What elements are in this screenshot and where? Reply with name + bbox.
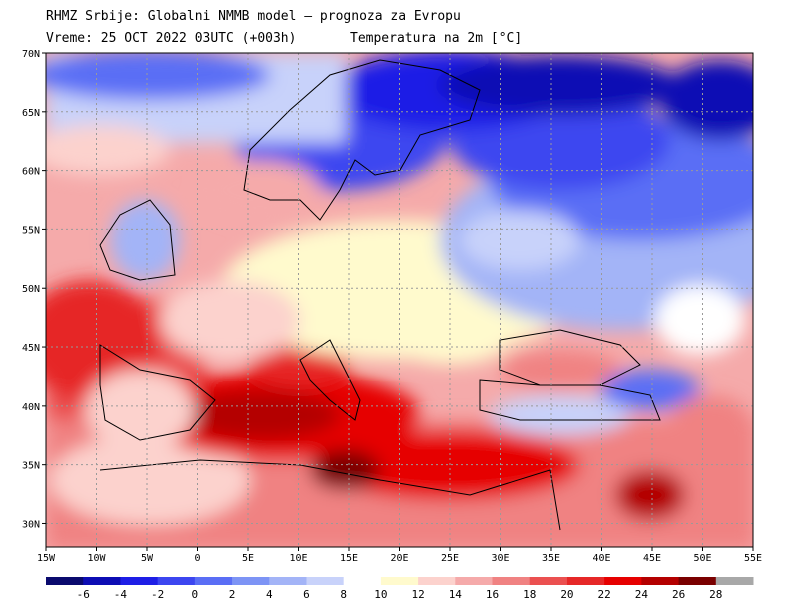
colorbar-swatch — [678, 577, 717, 585]
lon-tick-label: 0 — [194, 553, 200, 564]
colorbar-swatch — [380, 577, 419, 585]
forecast-time: Vreme: 25 OCT 2022 03UTC (+003h) — [46, 31, 297, 46]
lon-tick-label: 5W — [141, 553, 154, 564]
colorbar-label: 8 — [340, 588, 347, 600]
graticule — [45, 52, 754, 547]
lat-tick-label: 45N — [22, 343, 40, 354]
colorbar-swatch — [715, 577, 754, 585]
lon-tick-label: 55E — [744, 553, 762, 564]
axis-labels: 70N 65N 60N 55N 50N 45N 40N 35N 30N 15W 10W 5W 0 5E 10… — [22, 49, 762, 564]
colorbar-label: 2 — [229, 588, 236, 600]
colorbar-swatch — [306, 577, 345, 585]
colorbar-swatch — [492, 577, 531, 585]
lon-tick-label: 15E — [340, 553, 358, 564]
lon-tick-label: 10E — [289, 553, 307, 564]
colorbar-label: 26 — [672, 588, 685, 600]
lon-tick-label: 20E — [390, 553, 408, 564]
lat-tick-label: 30N — [22, 519, 40, 530]
lon-tick-label: 25E — [441, 553, 459, 564]
colorbar-swatch — [566, 577, 605, 585]
colorbar-label: 28 — [709, 588, 722, 600]
lon-tick-label: 45E — [643, 553, 661, 564]
colorbar-label: 6 — [303, 588, 310, 600]
colorbar-swatch — [120, 577, 159, 585]
colorbar-label: 4 — [266, 588, 273, 600]
colorbar-label: -6 — [77, 588, 90, 600]
lat-tick-label: 65N — [22, 108, 40, 119]
lon-tick-label: 50E — [693, 553, 711, 564]
colorbar-swatch — [157, 577, 196, 585]
lon-tick-label: 15W — [37, 553, 56, 564]
colorbar-swatch — [269, 577, 307, 585]
lat-tick-label: 40N — [22, 402, 40, 413]
colorbar-swatch — [641, 577, 680, 585]
lon-tick-label: 5E — [242, 553, 254, 564]
lat-tick-label: 50N — [22, 284, 40, 295]
lat-tick-label: 55N — [22, 225, 40, 236]
lat-tick-label: 70N — [22, 49, 40, 60]
colorbar-swatch — [343, 577, 382, 585]
lat-tick-label: 35N — [22, 461, 40, 472]
colorbar-swatch — [46, 577, 84, 585]
lon-tick-label: 10W — [87, 553, 106, 564]
map-title: RHMZ Srbije: Globalni NMMB model — progn… — [46, 9, 461, 24]
colorbar-swatch — [194, 577, 233, 585]
lon-tick-label: 35E — [542, 553, 560, 564]
colorbar-label: 18 — [523, 588, 536, 600]
colorbar-swatch — [83, 577, 121, 585]
lon-tick-label: 40E — [592, 553, 610, 564]
colorbar: -6 -4 -2 0 2 4 6 8 10 12 14 16 18 20 22 24 26 28 — [46, 577, 754, 600]
colorbar-label: 10 — [374, 588, 387, 600]
colorbar-label: 20 — [560, 588, 573, 600]
coastlines — [99, 59, 661, 531]
temperature-field — [46, 53, 753, 547]
map-frame — [45, 52, 754, 548]
colorbar-label: 24 — [635, 588, 649, 600]
colorbar-label: 0 — [192, 588, 199, 600]
colorbar-swatch — [604, 577, 642, 585]
colorbar-label: 22 — [598, 588, 611, 600]
colorbar-label: -2 — [151, 588, 164, 600]
colorbar-swatch — [455, 577, 494, 585]
colorbar-swatch — [418, 577, 456, 585]
variable-title: Temperatura na 2m [°C] — [350, 31, 523, 46]
lon-tick-label: 30E — [491, 553, 509, 564]
colorbar-swatch — [232, 577, 270, 585]
colorbar-swatch — [529, 577, 568, 585]
colorbar-label: 16 — [486, 588, 499, 600]
colorbar-label: 14 — [449, 588, 463, 600]
colorbar-label: 12 — [411, 588, 424, 600]
colorbar-label: -4 — [114, 588, 128, 600]
lat-tick-label: 60N — [22, 167, 40, 178]
